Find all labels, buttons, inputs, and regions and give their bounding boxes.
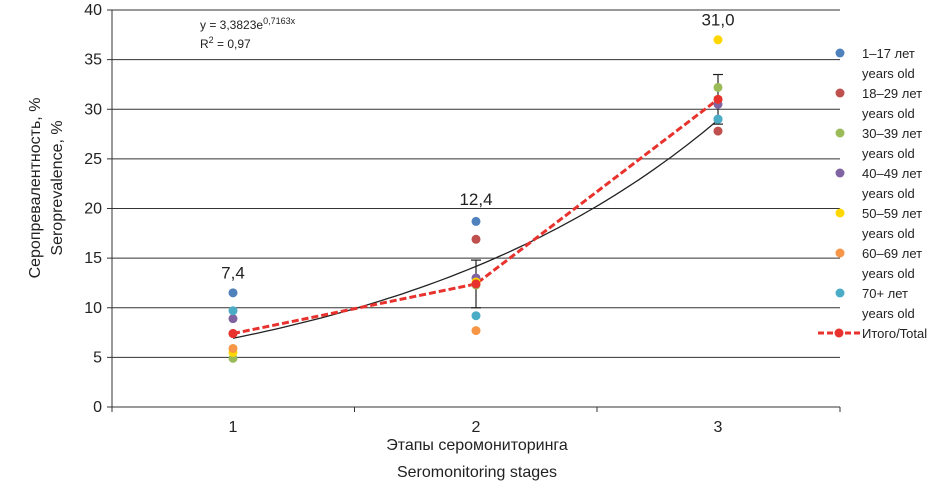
total-line (232, 98, 719, 336)
y-axis-title: Серопревалентность, % (27, 98, 44, 279)
y-tick-label-30: 30 (84, 101, 102, 118)
point-total-stage-3 (713, 94, 723, 104)
x-tick-label-3: 3 (714, 419, 723, 436)
legend-marker-1 (835, 48, 845, 58)
legend-marker-7 (835, 288, 845, 298)
point-series-1-stage-2 (471, 216, 481, 226)
y-tick-label-40: 40 (84, 2, 102, 19)
point-series-6-stage-2 (471, 326, 481, 336)
y-tick-label-35: 35 (84, 52, 102, 69)
legend-sublabel-4: years old (862, 186, 915, 201)
r-squared: R2 = 0,97 (200, 35, 251, 51)
y-tick-label-5: 5 (93, 349, 102, 366)
point-series-2-stage-2 (471, 234, 481, 244)
y-axis-title-en: Seroprevalence, % (49, 120, 66, 255)
point-series-1-stage-1 (228, 288, 238, 298)
point-series-6-stage-1 (228, 343, 238, 353)
point-series-5-stage-3 (713, 35, 723, 45)
point-series-4-stage-1 (228, 314, 238, 324)
x-axis-title: Этапы серомониторинга (386, 437, 568, 454)
legend-label-7: 70+ лет (862, 286, 908, 301)
x-axis-title-en: Seromonitoring stages (397, 464, 557, 481)
point-series-3-stage-3 (713, 82, 723, 92)
legend-sublabel-1: years old (862, 66, 915, 81)
legend-marker-5 (835, 208, 845, 218)
legend-total-marker (834, 328, 844, 338)
legend-label-total: Итого/Total (862, 326, 927, 341)
legend-marker-6 (835, 248, 845, 258)
data-label-stage-3: 31,0 (701, 10, 734, 29)
y-tick-label-10: 10 (84, 300, 102, 317)
y-tick-label-15: 15 (84, 250, 102, 267)
point-series-2-stage-3 (713, 126, 723, 136)
data-label-stage-1: 7,4 (221, 264, 245, 283)
y-tick-label-0: 0 (93, 399, 102, 416)
legend-label-1: 1–17 лет (862, 46, 915, 61)
point-series-7-stage-2 (471, 311, 481, 321)
point-series-7-stage-1 (228, 306, 238, 316)
total-series-line (232, 98, 719, 336)
y-tick-label-20: 20 (84, 201, 102, 218)
legend: 1–17 лет years old 18–29 лет years old 30–39… (818, 46, 927, 341)
data-label-stage-2: 12,4 (459, 190, 492, 209)
legend-marker-4 (835, 168, 845, 178)
legend-sublabel-6: years old (862, 266, 915, 281)
y-tick-label-25: 25 (84, 151, 102, 168)
point-total-stage-1 (228, 329, 238, 339)
x-tick-label-2: 2 (472, 419, 481, 436)
legend-sublabel-7: years old (862, 306, 915, 321)
legend-sublabel-2: years old (862, 106, 915, 121)
y-tick-labels: 0 5 10 15 20 25 30 35 40 (84, 2, 102, 416)
x-tick-labels: 1 2 3 (229, 419, 723, 436)
point-series-7-stage-3 (713, 114, 723, 124)
data-labels: 7,4 12,4 31,0 (221, 10, 734, 282)
legend-marker-2 (835, 88, 845, 98)
legend-label-4: 40–49 лет (862, 166, 922, 181)
legend-label-2: 18–29 лет (862, 86, 922, 101)
x-tick-label-1: 1 (229, 419, 238, 436)
legend-marker-3 (835, 128, 845, 138)
point-total-stage-2 (471, 279, 481, 289)
data-points (228, 35, 723, 363)
legend-label-3: 30–39 лет (862, 126, 922, 141)
legend-sublabel-5: years old (862, 226, 915, 241)
legend-label-5: 50–59 лет (862, 206, 922, 221)
axes (107, 9, 841, 412)
legend-label-6: 60–69 лет (862, 246, 922, 261)
legend-sublabel-3: years old (862, 146, 915, 161)
trendline-equation: y = 3,3823e0,7163x (200, 16, 296, 32)
